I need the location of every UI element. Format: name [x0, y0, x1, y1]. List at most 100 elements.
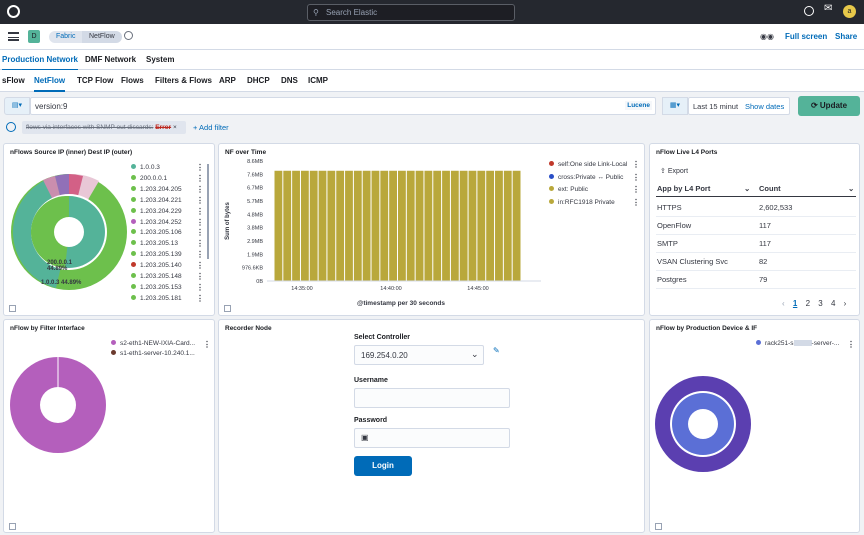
- legend-more-icon[interactable]: ⋮: [196, 173, 204, 183]
- legend-more-icon[interactable]: ⋮: [196, 282, 204, 292]
- menu-icon[interactable]: [8, 32, 19, 41]
- legend-more-icon[interactable]: ⋮: [196, 228, 204, 238]
- date-picker-button[interactable]: ▦▾: [662, 97, 688, 115]
- tab-arp[interactable]: ARP: [219, 76, 236, 85]
- legend-item[interactable]: in:RFC1918 Private: [549, 198, 615, 206]
- legend-more-icon[interactable]: ⋮: [632, 197, 640, 207]
- saved-query-button[interactable]: ▤▾: [4, 97, 30, 115]
- inspect-icon[interactable]: [655, 523, 662, 530]
- tab-dns[interactable]: DNS: [281, 76, 298, 85]
- tab-icmp[interactable]: ICMP: [308, 76, 328, 85]
- add-filter-link[interactable]: + Add filter: [193, 123, 229, 132]
- table-row: SMTP 117: [656, 235, 856, 253]
- prev-page-icon[interactable]: ‹: [782, 299, 785, 308]
- legend-item[interactable]: 1.203.205.13: [131, 240, 178, 247]
- legend-item[interactable]: 1.203.204.229: [131, 207, 182, 215]
- full-screen-link[interactable]: Full screen: [785, 32, 828, 41]
- space-badge[interactable]: D: [28, 30, 40, 43]
- inspect-icon[interactable]: [224, 305, 231, 312]
- export-button[interactable]: ⇪ Export: [660, 167, 688, 175]
- legend-item[interactable]: 1.0.0.3: [131, 164, 160, 171]
- sort-icon[interactable]: ⌄: [744, 184, 751, 193]
- col-app[interactable]: App by L4 Port: [657, 184, 711, 193]
- legend-more-icon[interactable]: ⋮: [196, 293, 204, 303]
- x-axis-label: @timestamp per 30 seconds: [357, 300, 445, 307]
- close-icon[interactable]: ×: [172, 124, 177, 131]
- tab-flows[interactable]: Flows: [121, 76, 144, 85]
- tab-dmf-network[interactable]: DMF Network: [85, 55, 137, 64]
- legend-item[interactable]: 1.203.204.205: [131, 185, 182, 193]
- filter-menu-icon[interactable]: [6, 122, 16, 132]
- legend-more-icon[interactable]: ⋮: [196, 272, 204, 281]
- legend-more-icon[interactable]: ⋮: [196, 184, 204, 194]
- cell-count: 2,602,533: [759, 203, 793, 212]
- legend-item[interactable]: 1.203.205.140: [131, 262, 182, 269]
- login-button[interactable]: Login: [354, 456, 412, 476]
- update-button[interactable]: ⟳ Update: [798, 96, 860, 116]
- notifications-icon[interactable]: ✉: [824, 3, 833, 14]
- tab-system[interactable]: System: [146, 55, 175, 64]
- next-page-icon[interactable]: ›: [843, 299, 847, 308]
- tab-sflow[interactable]: sFlow: [2, 76, 25, 85]
- legend-item[interactable]: 1.203.205.139: [131, 251, 182, 258]
- legend-more-icon[interactable]: ⋮: [632, 160, 640, 169]
- legend-item[interactable]: self:One side Link-Local: [549, 161, 627, 168]
- legend-item[interactable]: 1.203.205.106: [131, 229, 182, 236]
- legend-more-icon[interactable]: ⋮: [196, 163, 204, 172]
- tab-production-network[interactable]: Production Network: [2, 51, 79, 71]
- legend-more-icon[interactable]: ⋮: [196, 261, 204, 271]
- legend-item[interactable]: 1.203.204.221: [131, 196, 182, 204]
- show-dates-link[interactable]: Show dates: [745, 102, 785, 111]
- legend-item[interactable]: 1.203.205.148: [131, 273, 182, 280]
- filter-pill[interactable]: flows via interfaces with SNMP out disca…: [22, 121, 186, 134]
- lucene-toggle[interactable]: Lucene: [625, 101, 652, 110]
- time-range[interactable]: Last 15 minut Show dates: [688, 97, 790, 115]
- query-input[interactable]: version:9 Lucene: [30, 97, 656, 115]
- glasses-icon[interactable]: ◉◉: [760, 32, 774, 41]
- legend-scrollbar[interactable]: [207, 164, 209, 259]
- tab-tcp-flow[interactable]: TCP Flow: [77, 76, 114, 85]
- tab-dhcp[interactable]: DHCP: [247, 76, 270, 85]
- bar: [353, 170, 362, 281]
- inspect-icon[interactable]: [9, 523, 16, 530]
- controller-select[interactable]: 169.254.0.20 ⌄: [354, 345, 484, 365]
- legend-item[interactable]: 200.0.0.1: [131, 174, 167, 182]
- page-3[interactable]: 3: [818, 299, 823, 308]
- password-input[interactable]: ▣: [354, 428, 510, 448]
- breadcrumb-fabric[interactable]: Fabric: [49, 31, 83, 43]
- chevron-down-icon[interactable]: ⌄: [848, 184, 855, 193]
- y-axis-label: Sum of bytes: [225, 202, 231, 240]
- avatar[interactable]: a: [843, 5, 856, 18]
- legend-more-icon[interactable]: ⋮: [632, 185, 640, 194]
- tab-filters-flows[interactable]: Filters & Flows: [155, 76, 212, 85]
- elastic-logo-icon[interactable]: [7, 5, 20, 18]
- legend-more-icon[interactable]: ⋮: [196, 217, 204, 227]
- legend-more-icon[interactable]: ⋮: [203, 340, 211, 349]
- legend-item[interactable]: 1.203.204.252: [131, 218, 182, 226]
- username-input[interactable]: [354, 388, 510, 408]
- legend-more-icon[interactable]: ⋮: [196, 239, 204, 249]
- legend-more-icon[interactable]: ⋮: [196, 206, 204, 216]
- legend-item[interactable]: rack251-s -server-...: [756, 340, 839, 347]
- edit-icon[interactable]: ✎: [493, 346, 500, 355]
- legend-item[interactable]: 1.203.205.181: [131, 294, 182, 302]
- inspect-icon[interactable]: [9, 305, 16, 312]
- search-input[interactable]: ⚲ Search Elastic: [307, 4, 515, 21]
- legend-more-icon[interactable]: ⋮: [632, 172, 640, 182]
- tab-netflow[interactable]: NetFlow: [34, 72, 66, 92]
- page-1[interactable]: 1: [792, 299, 798, 308]
- legend-more-icon[interactable]: ⋮: [196, 250, 204, 260]
- legend-item[interactable]: s2-eth1-NEW-IXIA-Card...: [111, 340, 195, 347]
- legend-item[interactable]: cross:Private ↔ Public: [549, 173, 623, 181]
- share-link[interactable]: Share: [835, 32, 858, 41]
- help-icon[interactable]: [804, 6, 814, 16]
- legend-more-icon[interactable]: ⋮: [196, 195, 204, 205]
- legend-more-icon[interactable]: ⋮: [847, 340, 855, 349]
- page-2[interactable]: 2: [805, 299, 811, 308]
- page-4[interactable]: 4: [830, 299, 836, 308]
- legend-item[interactable]: ext: Public: [549, 186, 588, 193]
- legend-item[interactable]: s1-eth1-server-10.240.1...: [111, 350, 195, 357]
- history-icon[interactable]: [124, 31, 133, 40]
- legend-item[interactable]: 1.203.205.153: [131, 283, 182, 291]
- col-count[interactable]: Count: [759, 184, 781, 193]
